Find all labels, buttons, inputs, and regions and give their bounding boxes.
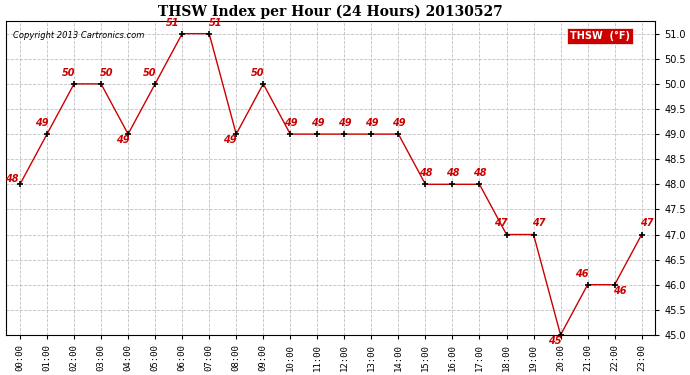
Text: 45: 45 [549, 336, 562, 346]
Text: 49: 49 [364, 118, 378, 128]
Text: 49: 49 [116, 135, 130, 145]
Text: 51: 51 [166, 18, 179, 28]
Text: 50: 50 [143, 68, 157, 78]
Text: 47: 47 [640, 219, 654, 228]
Text: 46: 46 [613, 286, 627, 296]
Text: 47: 47 [494, 219, 508, 228]
Text: 48: 48 [5, 174, 19, 184]
Text: 48: 48 [473, 168, 486, 178]
Text: 48: 48 [419, 168, 432, 178]
Text: 47: 47 [532, 219, 546, 228]
Text: 49: 49 [284, 118, 297, 128]
Text: Copyright 2013 Cartronics.com: Copyright 2013 Cartronics.com [13, 30, 144, 39]
Text: 49: 49 [337, 118, 351, 128]
Text: 50: 50 [62, 68, 75, 78]
Text: 51: 51 [209, 18, 223, 28]
Text: 48: 48 [446, 168, 460, 178]
Text: 49: 49 [392, 118, 405, 128]
Text: 46: 46 [575, 269, 589, 279]
Title: THSW Index per Hour (24 Hours) 20130527: THSW Index per Hour (24 Hours) 20130527 [159, 4, 503, 18]
Text: 50: 50 [251, 68, 264, 78]
Text: THSW  (°F): THSW (°F) [570, 30, 630, 40]
Text: 49: 49 [35, 118, 48, 128]
Text: 49: 49 [223, 135, 236, 145]
Text: 49: 49 [310, 118, 324, 128]
Text: 50: 50 [100, 68, 113, 78]
